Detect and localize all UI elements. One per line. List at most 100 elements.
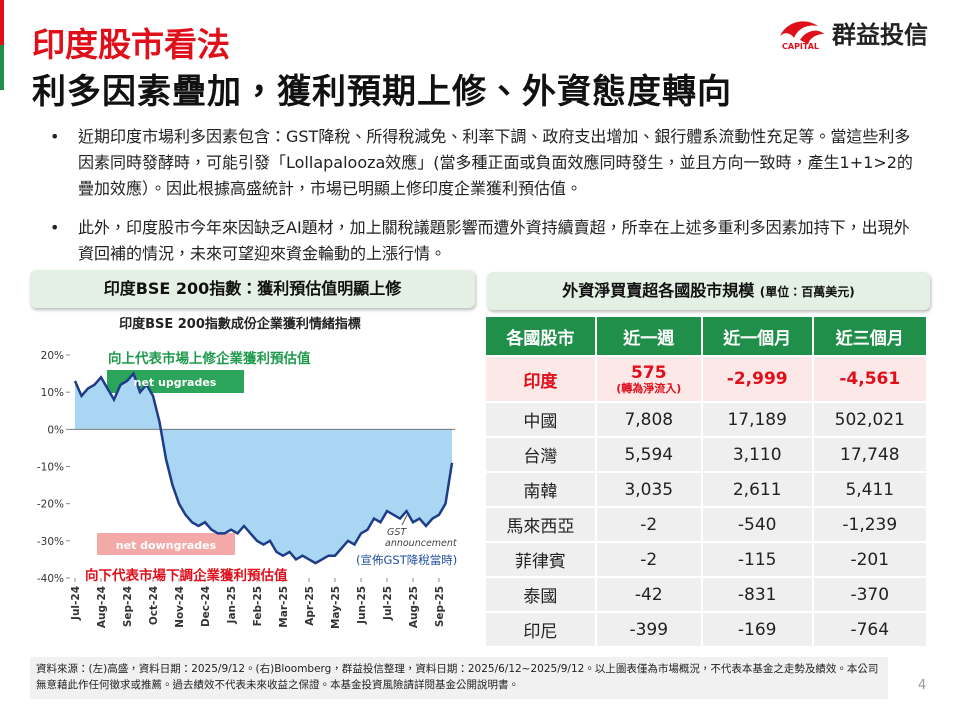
cell-text: -831 bbox=[737, 584, 777, 605]
cell-text: 泰國 bbox=[523, 587, 558, 607]
accent-green bbox=[0, 45, 4, 90]
table-cell: 印尼 bbox=[484, 611, 597, 648]
cell-text: -42 bbox=[634, 584, 663, 605]
header-cell: 近一個月 bbox=[700, 315, 814, 357]
table-cell: 中國 bbox=[484, 401, 597, 438]
table-cell: -115 bbox=[700, 541, 814, 578]
table-cell: -2 bbox=[594, 506, 703, 543]
x-tick-label: May-25 bbox=[330, 586, 342, 629]
cell-text: -540 bbox=[737, 514, 777, 535]
table-cell: -4,561 bbox=[811, 355, 929, 403]
table-cell: -831 bbox=[700, 576, 814, 613]
table-row: 泰國 -42 -831 -370 bbox=[484, 576, 929, 613]
cell-text: 17,189 bbox=[727, 409, 787, 430]
table-cell: 502,021 bbox=[811, 401, 929, 438]
y-tick-label: 10% bbox=[41, 387, 64, 399]
table-cell: 3,035 bbox=[594, 471, 703, 508]
logo-text: 群益投信 bbox=[832, 21, 928, 49]
logo: CAPITAL 群益投信 bbox=[780, 21, 928, 51]
subtitle: 利多因素疊加，獲利預期上修、外資態度轉向 bbox=[32, 72, 732, 112]
x-tick-label: Jul-25 bbox=[382, 586, 394, 621]
cell-text: -370 bbox=[850, 584, 890, 605]
table-cell: -399 bbox=[594, 611, 703, 648]
cell-text: 17,748 bbox=[840, 444, 900, 465]
table-cell: -764 bbox=[811, 611, 929, 648]
x-tick-label: Nov-24 bbox=[174, 586, 186, 628]
downgrade-box bbox=[97, 533, 235, 555]
cell-text: -1,239 bbox=[842, 514, 898, 535]
cell-text: 3,035 bbox=[624, 479, 674, 500]
x-tick-label: Jul-24 bbox=[70, 586, 82, 621]
title: 印度股市看法 bbox=[32, 25, 230, 64]
x-tick-label: Aug-25 bbox=[408, 586, 420, 628]
cell-text: -4,561 bbox=[839, 369, 901, 389]
page-number: 4 bbox=[918, 678, 927, 693]
table-cell: 泰國 bbox=[484, 576, 597, 613]
panel-title-text: 外資淨買賣超各國股市規模 bbox=[562, 281, 755, 300]
x-tick-label: Dec-24 bbox=[200, 586, 212, 627]
bullet: 近期印度市場利多因素包含：GST降稅、所得稅減免、利率下調、政府支出增加、銀行體… bbox=[50, 124, 925, 202]
table-row: 南韓 3,035 2,611 5,411 bbox=[484, 471, 929, 508]
table-cell: 7,808 bbox=[594, 401, 703, 438]
cell-text: 5,594 bbox=[624, 444, 674, 465]
table-cell: 台灣 bbox=[484, 436, 597, 473]
cell-text: -2 bbox=[640, 549, 658, 570]
cell-text: -764 bbox=[850, 619, 890, 640]
table-cell: -540 bbox=[700, 506, 814, 543]
header-cell: 各國股市 bbox=[484, 315, 597, 357]
table-cell: -1,239 bbox=[811, 506, 929, 543]
chart-title: 印度BSE 200指數成份企業獲利情緒指標 bbox=[119, 316, 361, 332]
y-tick-label: -40% bbox=[37, 573, 64, 585]
cell-text: 5,411 bbox=[845, 479, 895, 500]
x-tick-label: Feb-25 bbox=[252, 586, 264, 626]
cell-text: 2,611 bbox=[732, 479, 782, 500]
cell-text: 中國 bbox=[523, 412, 558, 432]
table-cell: -169 bbox=[700, 611, 814, 648]
logo-swirl bbox=[800, 30, 824, 44]
y-tick-label: 0% bbox=[47, 424, 64, 436]
cell-text: 印尼 bbox=[523, 622, 558, 642]
table-cell: 2,611 bbox=[700, 471, 814, 508]
table-row: 菲律賓 -2 -115 -201 bbox=[484, 541, 929, 578]
area bbox=[75, 373, 452, 564]
panel-title: 印度BSE 200指數：獲利預估值明顯上修 bbox=[30, 270, 475, 308]
arrow bbox=[401, 514, 408, 526]
table-row: 中國 7,808 17,189 502,021 bbox=[484, 401, 929, 438]
y-tick-label: -30% bbox=[37, 536, 64, 548]
cell-note: (轉為淨流入) bbox=[616, 382, 682, 395]
data-table: 各國股市 近一週 近一個月 近三個月 印度 575 (轉為淨流入) -2,999 -4,561 中… bbox=[484, 315, 929, 648]
annotation: GST bbox=[387, 527, 407, 538]
panel-title: 外資淨買賣超各國股市規模 (單位：百萬美元) bbox=[487, 272, 930, 310]
table-cell: 3,110 bbox=[700, 436, 814, 473]
table-cell: -201 bbox=[811, 541, 929, 578]
x-tick-label: Mar-25 bbox=[278, 586, 290, 628]
cell-text: 菲律賓 bbox=[514, 552, 566, 572]
annotation: net downgrades bbox=[116, 539, 217, 552]
cell-text: 3,110 bbox=[732, 444, 782, 465]
annotation: 向下代表市場下調企業獲利預估值 bbox=[85, 567, 288, 584]
cell-text: 台灣 bbox=[523, 447, 558, 467]
cell-text: 南韓 bbox=[523, 482, 558, 502]
annotation: net upgrades bbox=[134, 376, 217, 389]
chart: 印度BSE 200指數成份企業獲利情緒指標 -40% -30% -20% -10% 0%… bbox=[37, 316, 458, 629]
cell-text: 7,808 bbox=[624, 409, 674, 430]
logo-swirl bbox=[780, 21, 818, 38]
cell-text: -201 bbox=[850, 549, 890, 570]
header-cell: 近一週 bbox=[594, 315, 703, 357]
cell-text: -2 bbox=[640, 514, 658, 535]
logo-small: CAPITAL bbox=[782, 42, 819, 51]
cell-text: -399 bbox=[629, 619, 669, 640]
table-row: 印尼 -399 -169 -764 bbox=[484, 611, 929, 648]
x-tick-label: Jan-25 bbox=[226, 586, 238, 624]
table-row: 台灣 5,594 3,110 17,748 bbox=[484, 436, 929, 473]
x-tick-label: Aug-24 bbox=[96, 586, 108, 628]
unit: (單位：百萬美元) bbox=[759, 285, 855, 299]
table-cell: 菲律賓 bbox=[484, 541, 597, 578]
table-row: 印度 575 (轉為淨流入) -2,999 -4,561 bbox=[484, 355, 929, 403]
table-cell: -2 bbox=[594, 541, 703, 578]
header-row: 各國股市 近一週 近一個月 近三個月 bbox=[484, 315, 929, 357]
table-cell: 17,189 bbox=[700, 401, 814, 438]
x-tick-label: Apr-25 bbox=[304, 586, 316, 626]
cell-text: -169 bbox=[737, 619, 777, 640]
